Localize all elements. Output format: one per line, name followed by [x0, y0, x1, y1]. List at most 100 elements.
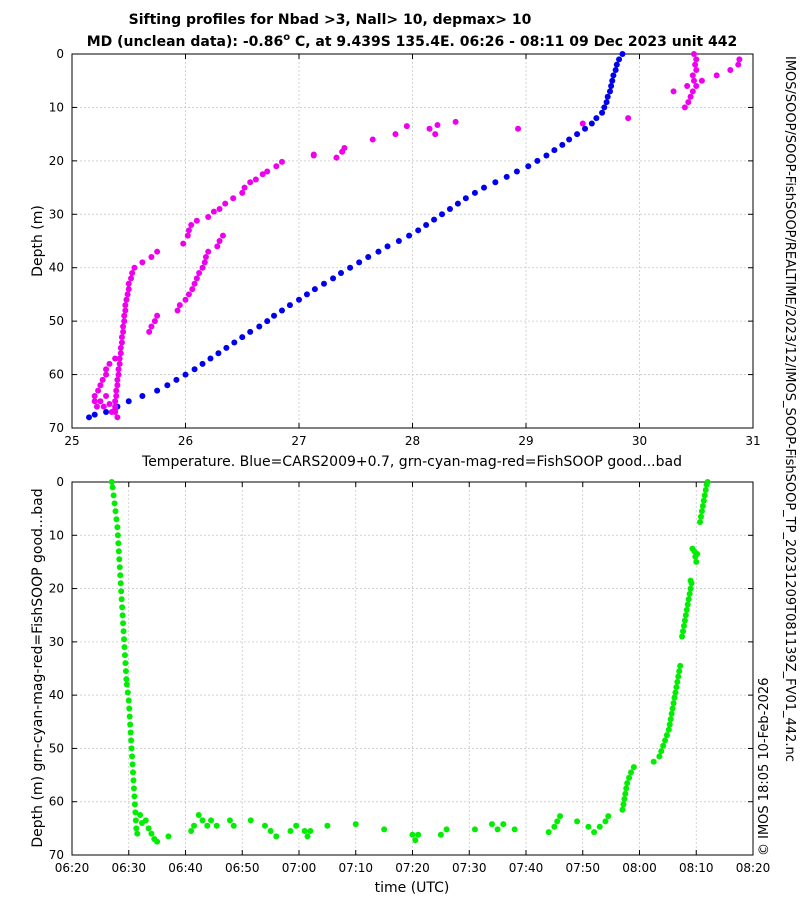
data-point	[122, 660, 129, 667]
data-point	[99, 376, 106, 383]
data-point	[682, 612, 689, 619]
data-point	[545, 829, 552, 836]
data-point	[216, 205, 223, 212]
data-point	[713, 72, 720, 79]
data-point	[117, 572, 124, 579]
data-point	[264, 168, 271, 175]
data-point	[432, 131, 439, 138]
data-point	[515, 125, 522, 132]
y-tick-label: 70	[49, 421, 64, 435]
data-point	[662, 737, 669, 744]
data-point	[687, 93, 694, 100]
data-point	[670, 88, 677, 95]
data-point	[619, 51, 626, 57]
subtitle-part-2: C, at 9.439S 135.4E. 06:26 - 08:11 09 De…	[290, 34, 737, 50]
data-point	[347, 264, 354, 271]
data-point	[131, 793, 138, 800]
data-point	[669, 705, 676, 712]
y-tick-label: 50	[49, 741, 64, 755]
data-point	[121, 652, 128, 659]
data-point	[693, 67, 700, 74]
data-point	[679, 633, 686, 640]
x-tick-label: 07:10	[338, 861, 373, 875]
data-point	[675, 673, 682, 680]
data-point	[680, 628, 687, 635]
data-series	[108, 479, 711, 845]
data-point	[693, 558, 700, 565]
data-point	[121, 312, 128, 319]
data-point	[114, 376, 121, 383]
y-tick-label: 0	[56, 475, 64, 489]
data-point	[701, 492, 708, 499]
data-point	[142, 817, 149, 824]
data-point	[392, 131, 399, 138]
data-point	[191, 822, 198, 829]
data-point	[439, 211, 446, 218]
data-point	[683, 606, 690, 613]
data-point	[116, 556, 123, 563]
data-point	[191, 280, 198, 287]
data-point	[697, 513, 704, 520]
data-point	[145, 825, 152, 832]
data-point	[481, 184, 488, 191]
data-point	[123, 681, 130, 688]
data-point	[599, 109, 606, 116]
data-point	[226, 817, 233, 824]
data-point	[182, 371, 189, 378]
data-point	[735, 61, 742, 68]
y-tick-label: 20	[49, 154, 64, 168]
data-point	[125, 286, 132, 293]
data-point	[670, 700, 677, 707]
data-point	[684, 601, 691, 608]
data-point	[241, 184, 248, 191]
data-point	[129, 270, 136, 277]
data-point	[173, 376, 180, 383]
data-point	[247, 817, 254, 824]
data-point	[180, 240, 187, 247]
temperature-panel-ticks: 25 26 27 28 29 30 31 0 10 20 30 40 50 60 70	[49, 47, 761, 448]
data-point	[330, 275, 337, 282]
data-point	[557, 813, 564, 820]
data-point	[108, 479, 115, 485]
data-point	[704, 479, 711, 485]
data-point	[133, 825, 140, 832]
time-panel-grid	[72, 482, 753, 855]
data-point	[103, 366, 110, 373]
data-point	[112, 508, 119, 515]
data-point	[663, 732, 670, 739]
data-point	[109, 484, 116, 491]
data-point	[494, 826, 501, 833]
data-point	[623, 785, 630, 792]
data-point	[574, 818, 581, 825]
data-point	[86, 414, 93, 421]
data-point	[264, 318, 271, 325]
data-point	[129, 753, 136, 760]
time-x-axis-label: time (UTC)	[375, 880, 450, 896]
chart-subtitle: MD (unclean data): -0.86o C, at 9.439S 1…	[87, 32, 738, 50]
data-point	[423, 221, 430, 228]
data-point	[116, 355, 123, 362]
data-point	[114, 532, 121, 539]
data-point	[320, 280, 327, 287]
data-point	[369, 136, 376, 143]
x-tick-label: 06:30	[111, 861, 146, 875]
data-point	[303, 291, 310, 298]
y-tick-label: 50	[49, 314, 64, 328]
data-point	[117, 580, 124, 587]
data-point	[103, 371, 110, 378]
data-point	[626, 774, 633, 781]
data-point	[698, 77, 705, 84]
data-point	[121, 318, 128, 325]
data-point	[204, 822, 211, 829]
data-point	[412, 837, 419, 844]
degree-superscript: o	[283, 32, 290, 43]
data-point	[627, 769, 634, 776]
data-point	[273, 163, 280, 170]
data-point	[259, 171, 266, 178]
data-point	[188, 221, 195, 228]
data-point	[500, 821, 507, 828]
y-tick-label: 0	[56, 47, 64, 61]
data-point	[384, 243, 391, 250]
data-point	[127, 721, 134, 728]
data-point	[621, 796, 628, 803]
